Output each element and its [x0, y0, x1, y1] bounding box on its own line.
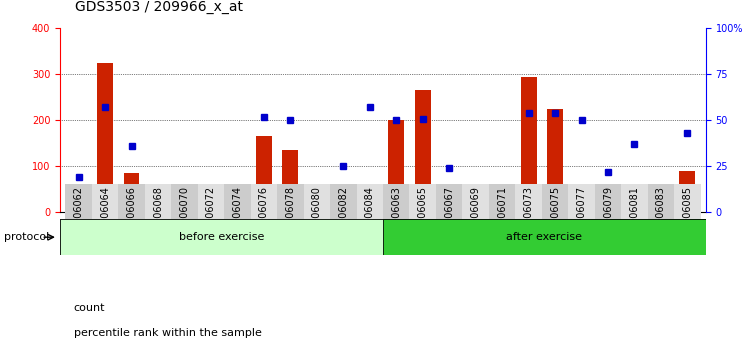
Bar — [303, 184, 330, 219]
Bar — [674, 184, 701, 219]
Bar — [415, 91, 430, 212]
Bar — [225, 184, 251, 219]
Text: GSM306072: GSM306072 — [206, 186, 216, 245]
Bar — [251, 184, 277, 219]
Bar — [71, 203, 86, 212]
Text: before exercise: before exercise — [179, 232, 264, 242]
Bar — [436, 184, 463, 219]
Bar — [515, 184, 541, 219]
Text: GSM306069: GSM306069 — [471, 186, 481, 245]
Bar — [256, 137, 272, 212]
Text: GSM306073: GSM306073 — [523, 186, 534, 245]
Text: GSM306080: GSM306080 — [312, 186, 322, 245]
Text: GSM306082: GSM306082 — [338, 186, 348, 245]
Text: GSM306066: GSM306066 — [127, 186, 137, 245]
Bar — [494, 210, 510, 212]
Bar — [145, 184, 171, 219]
Text: GSM306070: GSM306070 — [179, 186, 189, 245]
Bar — [569, 184, 595, 219]
Bar — [198, 184, 225, 219]
Bar — [600, 201, 616, 212]
Bar — [547, 109, 563, 212]
Bar — [277, 184, 303, 219]
Text: GSM306062: GSM306062 — [74, 186, 83, 245]
Bar — [463, 184, 489, 219]
Text: GSM306068: GSM306068 — [153, 186, 163, 245]
Text: GSM306067: GSM306067 — [444, 186, 454, 245]
Text: GSM306084: GSM306084 — [365, 186, 375, 245]
Bar — [150, 204, 166, 212]
Text: GSM306079: GSM306079 — [603, 186, 613, 245]
Bar — [119, 184, 145, 219]
Bar — [621, 184, 647, 219]
Bar — [383, 219, 706, 255]
Text: GSM306063: GSM306063 — [391, 186, 401, 245]
Text: GSM306081: GSM306081 — [629, 186, 639, 245]
Bar — [595, 184, 621, 219]
Bar — [647, 184, 674, 219]
Text: count: count — [74, 303, 105, 313]
Bar — [626, 207, 642, 212]
Bar — [92, 184, 119, 219]
Bar — [176, 207, 192, 212]
Text: protocol: protocol — [4, 232, 49, 242]
Text: GSM306077: GSM306077 — [577, 186, 587, 245]
Bar — [203, 209, 219, 212]
Text: GSM306065: GSM306065 — [418, 186, 428, 245]
Bar — [357, 184, 383, 219]
Bar — [336, 201, 351, 212]
Text: GSM306074: GSM306074 — [232, 186, 243, 245]
Text: GSM306083: GSM306083 — [656, 186, 666, 245]
Text: GSM306071: GSM306071 — [497, 186, 507, 245]
Bar — [442, 195, 457, 212]
Bar — [309, 211, 324, 212]
Bar — [383, 184, 409, 219]
Bar — [680, 171, 695, 212]
Bar — [653, 200, 669, 212]
Bar — [97, 63, 113, 212]
Bar — [409, 184, 436, 219]
Bar — [520, 77, 536, 212]
Bar — [282, 150, 298, 212]
Bar — [230, 209, 246, 212]
Text: after exercise: after exercise — [506, 232, 583, 242]
Bar — [489, 184, 515, 219]
Text: GDS3503 / 209966_x_at: GDS3503 / 209966_x_at — [75, 0, 243, 14]
Text: GSM306075: GSM306075 — [550, 186, 560, 245]
Bar — [468, 210, 484, 212]
Text: GSM306085: GSM306085 — [683, 186, 692, 245]
Bar — [171, 184, 198, 219]
Bar — [330, 184, 357, 219]
Bar — [124, 173, 140, 212]
Bar — [60, 219, 383, 255]
Text: GSM306076: GSM306076 — [259, 186, 269, 245]
Bar — [574, 205, 590, 212]
Text: GSM306064: GSM306064 — [100, 186, 110, 245]
Text: percentile rank within the sample: percentile rank within the sample — [74, 328, 261, 338]
Bar — [65, 184, 92, 219]
Text: GSM306078: GSM306078 — [285, 186, 295, 245]
Bar — [362, 199, 378, 212]
Bar — [388, 120, 404, 212]
Bar — [541, 184, 569, 219]
